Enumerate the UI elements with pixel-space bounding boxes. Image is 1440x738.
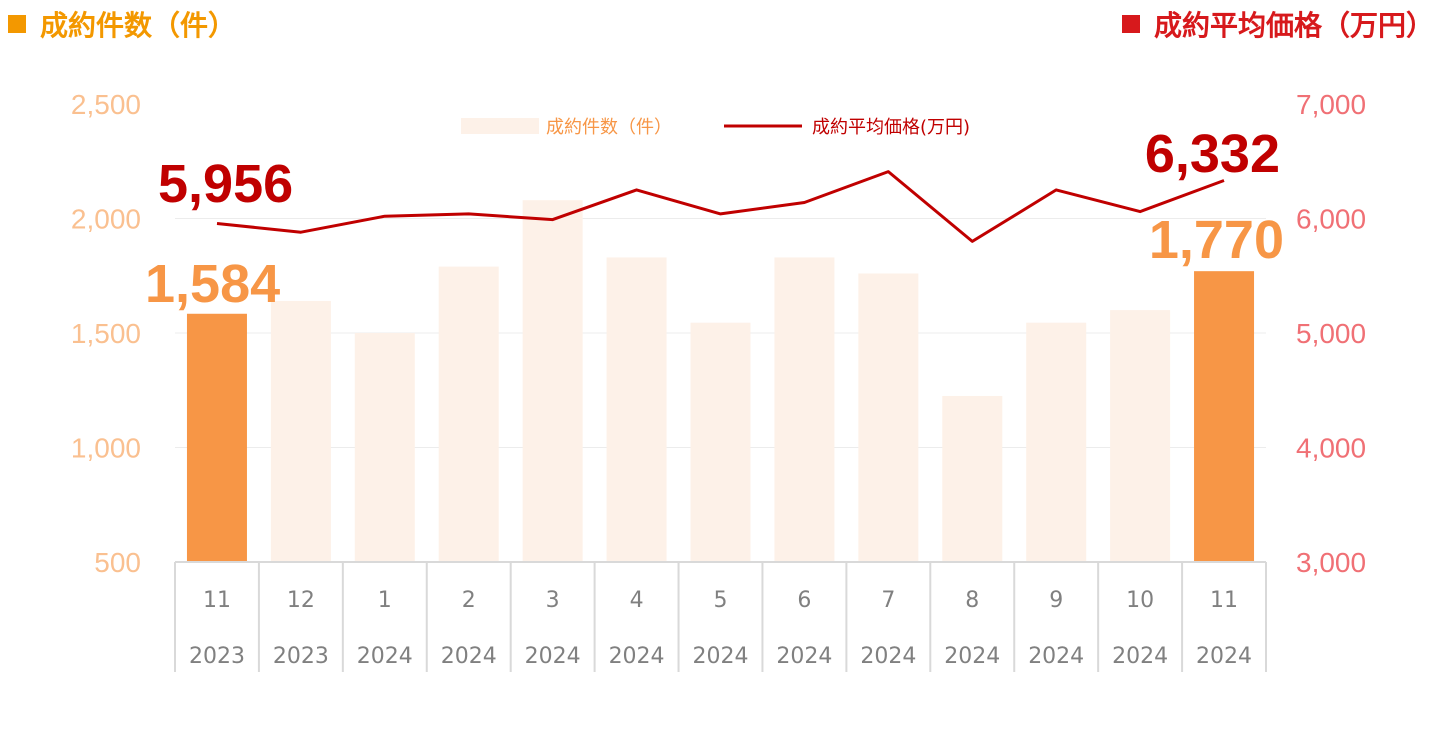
x-tick-year: 2023 xyxy=(273,644,329,669)
x-tick-month: 10 xyxy=(1126,588,1154,613)
price-callout-first: 5,956 xyxy=(158,154,293,214)
inner-legend: 成約件数（件） 成約平均価格(万円) xyxy=(461,117,970,138)
bar xyxy=(1110,310,1171,562)
x-tick-month: 8 xyxy=(965,588,979,613)
bar xyxy=(522,200,583,562)
x-tick-year: 2024 xyxy=(609,644,665,669)
inner-legend-bar-swatch xyxy=(461,118,539,134)
x-tick-year: 2024 xyxy=(1112,644,1168,669)
x-tick-month: 11 xyxy=(203,588,231,613)
x-axis: 11 2023 12 2023 1 2024 2 2024 3 2024 4 2024 5 2024 6 20… xyxy=(174,561,1267,672)
x-tick-month: 9 xyxy=(1049,588,1063,613)
line-series xyxy=(216,170,1225,243)
count-legend-header: 成約件数（件） xyxy=(8,2,236,46)
bar xyxy=(270,300,331,562)
x-tick-month: 5 xyxy=(714,588,728,613)
bar xyxy=(354,333,415,562)
bar xyxy=(1194,271,1255,562)
bar xyxy=(186,313,247,562)
count-legend-title: 成約件数（件） xyxy=(40,9,237,42)
bar xyxy=(1026,322,1087,562)
bar xyxy=(942,395,1003,562)
bar xyxy=(858,273,919,562)
bar xyxy=(774,257,835,562)
right-tick-label: 3,000 xyxy=(1296,547,1366,578)
orange-square-icon xyxy=(8,15,26,33)
left-tick-label: 2,000 xyxy=(71,204,141,235)
x-tick-year: 2024 xyxy=(944,644,1000,669)
count-callout-last: 1,770 xyxy=(1149,210,1284,270)
x-tick-month: 11 xyxy=(1210,588,1238,613)
x-tick-year: 2024 xyxy=(1028,644,1084,669)
inner-legend-line-label: 成約平均価格(万円) xyxy=(812,117,970,138)
right-tick-label: 5,000 xyxy=(1296,318,1366,349)
x-tick-month: 6 xyxy=(797,588,811,613)
x-tick-year: 2024 xyxy=(860,644,916,669)
bar xyxy=(690,322,751,562)
x-tick-year: 2024 xyxy=(776,644,832,669)
bar xyxy=(438,266,499,562)
right-tick-label: 4,000 xyxy=(1296,433,1366,464)
bar xyxy=(606,257,667,562)
x-tick-month: 7 xyxy=(881,588,895,613)
x-tick-year: 2024 xyxy=(357,644,413,669)
right-tick-label: 7,000 xyxy=(1296,89,1366,120)
x-tick-month: 3 xyxy=(546,588,560,613)
x-tick-year: 2024 xyxy=(441,644,497,669)
left-tick-label: 1,500 xyxy=(71,318,141,349)
red-square-icon xyxy=(1121,15,1140,33)
x-tick-month: 4 xyxy=(630,588,644,613)
x-tick-year: 2023 xyxy=(189,644,245,669)
x-tick-month: 2 xyxy=(462,588,476,613)
inner-legend-bar-label: 成約件数（件） xyxy=(546,117,672,138)
count-callout-first: 1,584 xyxy=(145,254,280,314)
x-tick-month: 1 xyxy=(378,588,392,613)
left-tick-label: 2,500 xyxy=(71,89,141,120)
x-tick-month: 12 xyxy=(287,588,315,613)
left-axis-ticks: 2,500 2,000 1,500 1,000 500 xyxy=(71,89,141,578)
left-tick-label: 1,000 xyxy=(71,433,141,464)
x-tick-year: 2024 xyxy=(1196,644,1252,669)
bar-series xyxy=(186,200,1255,562)
callouts: 5,956 6,332 1,584 1,770 xyxy=(145,124,1284,314)
price-line xyxy=(216,170,1225,243)
right-axis-ticks: 7,000 6,000 5,000 4,000 3,000 xyxy=(1296,89,1366,578)
price-legend-header: 成約平均価格（万円） xyxy=(1121,2,1434,46)
x-tick-year: 2024 xyxy=(693,644,749,669)
left-tick-label: 500 xyxy=(94,547,141,578)
right-tick-label: 6,000 xyxy=(1296,204,1366,235)
price-callout-last: 6,332 xyxy=(1145,124,1280,184)
x-tick-year: 2024 xyxy=(525,644,581,669)
price-legend-title: 成約平均価格（万円） xyxy=(1153,9,1434,42)
